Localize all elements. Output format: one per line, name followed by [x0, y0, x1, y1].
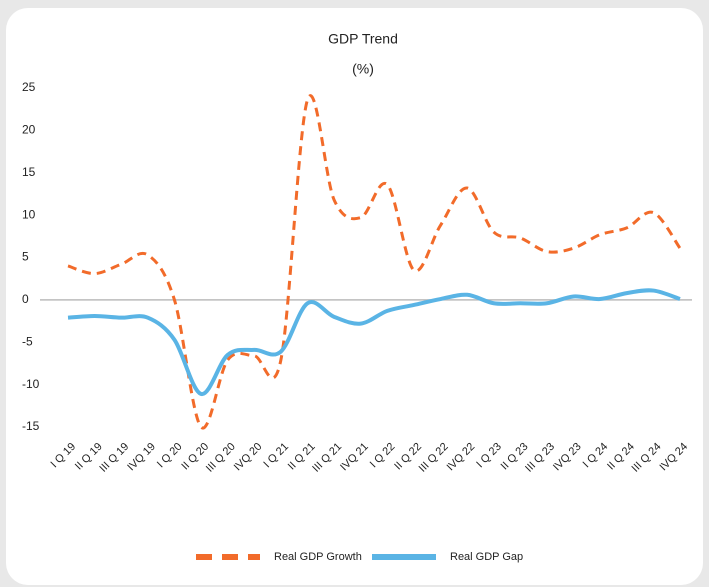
y-tick-label: -5: [22, 334, 33, 348]
y-tick-label: -15: [22, 419, 40, 433]
y-tick-label: 20: [22, 123, 36, 137]
y-tick-label: 15: [22, 165, 36, 179]
legend-label: Real GDP Gap: [450, 551, 523, 563]
y-tick-label: 0: [22, 292, 29, 306]
chart-title: GDP Trend: [328, 31, 398, 47]
card: [6, 8, 703, 585]
y-tick-label: -10: [22, 377, 40, 391]
legend-label: Real GDP Growth: [274, 551, 362, 563]
series-line: [67, 288, 681, 396]
chart-subtitle: (%): [352, 61, 374, 77]
series-line: [67, 94, 682, 430]
y-tick-label: 10: [22, 207, 36, 221]
y-tick-label: 25: [22, 80, 36, 94]
y-tick-label: 5: [22, 250, 29, 264]
